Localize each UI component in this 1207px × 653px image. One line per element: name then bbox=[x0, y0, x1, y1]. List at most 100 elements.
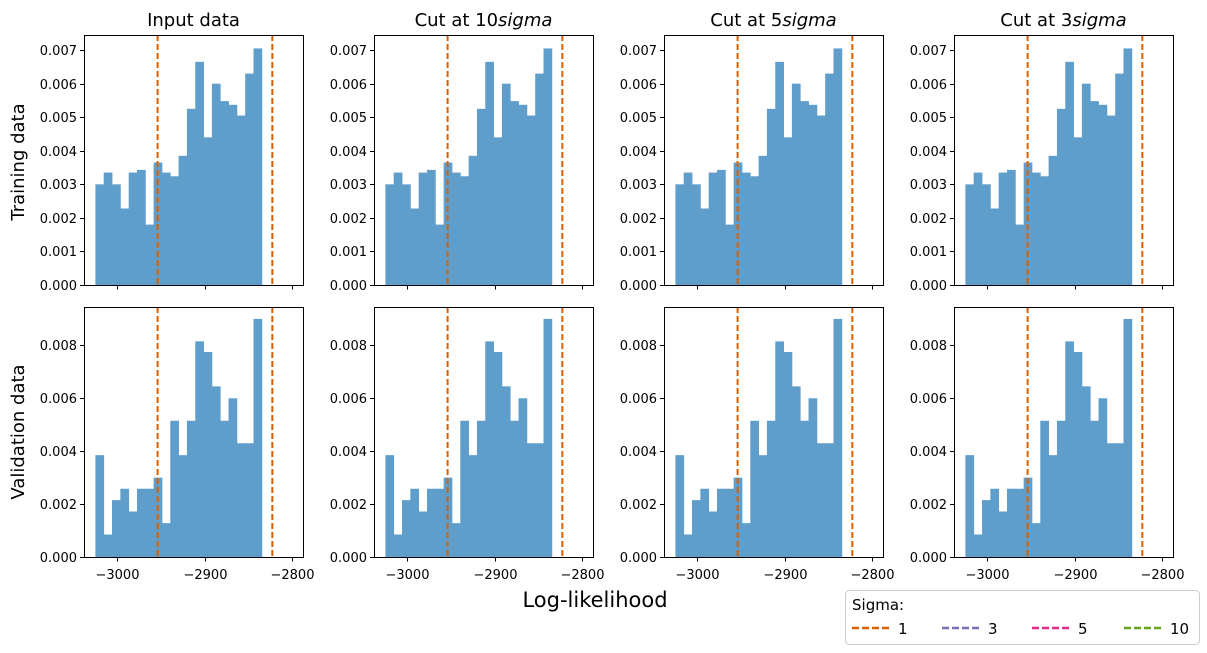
panel-validation-3: 0.000 0.002 0.004 0.006 0.008 −3000 −2900 −2800 bbox=[620, 307, 894, 583]
histogram-bar bbox=[816, 115, 826, 285]
histogram-bar bbox=[708, 511, 718, 557]
y-tick-label: 0.007 bbox=[910, 44, 947, 59]
histogram-bar bbox=[128, 172, 138, 285]
histogram-bar bbox=[833, 48, 843, 285]
y-tick-label: 0.003 bbox=[620, 178, 657, 193]
panel-training-1: 0.000 0.001 0.002 0.003 0.004 0.005 0.006 0.007… bbox=[40, 10, 304, 294]
histogram-bar bbox=[112, 184, 121, 285]
histogram-bar bbox=[410, 488, 420, 557]
panel-title-math: sigma bbox=[782, 10, 836, 31]
y-tick-label: 0.000 bbox=[40, 279, 77, 294]
histogram-bar bbox=[965, 184, 975, 285]
histogram-bar bbox=[120, 488, 130, 557]
panel-title-math: sigma bbox=[498, 10, 552, 31]
panel-title-math: sigma bbox=[1072, 10, 1126, 31]
y-tick-label: 0.006 bbox=[620, 78, 657, 93]
histogram-bar bbox=[1056, 420, 1066, 557]
histogram-bar bbox=[766, 108, 776, 285]
panel-validation-4: 0.000 0.002 0.004 0.006 0.008 −3000 −2900 −2800 bbox=[910, 307, 1184, 583]
histogram-bar bbox=[758, 155, 768, 285]
legend-label-1: 1 bbox=[898, 620, 908, 638]
y-tick-label: 0.004 bbox=[620, 145, 657, 160]
histogram-bar bbox=[1015, 224, 1025, 285]
histogram-bar bbox=[1073, 137, 1083, 285]
histogram-bar bbox=[725, 488, 735, 557]
axes-frame bbox=[374, 307, 594, 558]
histogram-bar bbox=[195, 341, 204, 557]
histogram-bar bbox=[161, 523, 171, 557]
histogram-bar bbox=[1123, 48, 1133, 285]
x-tick-label: −3000 bbox=[386, 568, 430, 583]
histogram-bar bbox=[716, 169, 726, 285]
histogram-bar bbox=[186, 420, 196, 557]
histogram-bar bbox=[1040, 420, 1050, 557]
histogram-bar bbox=[683, 172, 693, 285]
y-tick-label: 0.005 bbox=[40, 111, 77, 126]
panel-title-text: Cut at 3 bbox=[1000, 10, 1072, 31]
x-tick-label: −2800 bbox=[271, 568, 315, 583]
x-tick-label: −3000 bbox=[676, 568, 720, 583]
histogram-bar bbox=[485, 341, 494, 557]
x-tick-label: −2900 bbox=[1054, 568, 1098, 583]
axes-frame bbox=[374, 35, 594, 286]
x-axis-label: Log-likelihood bbox=[522, 588, 667, 612]
axes-frame bbox=[664, 307, 884, 558]
y-tick-label: 0.006 bbox=[330, 78, 367, 93]
histogram-bar bbox=[683, 534, 693, 557]
y-tick-label: 0.001 bbox=[620, 245, 657, 260]
y-tick-label: 0.002 bbox=[910, 498, 947, 513]
histogram-bar bbox=[476, 420, 486, 557]
histogram-bar bbox=[103, 172, 113, 285]
histogram-bar bbox=[526, 443, 536, 557]
histogram-bar bbox=[708, 172, 718, 285]
panel-training-4: 0.000 0.001 0.002 0.003 0.004 0.005 0.006 0.007… bbox=[910, 10, 1174, 294]
y-tick-label: 0.002 bbox=[330, 498, 367, 513]
histogram-bar bbox=[443, 162, 453, 285]
panel-validation-2: 0.000 0.002 0.004 0.006 0.008 −3000 −2900 −2800 bbox=[330, 307, 604, 583]
histogram-bar bbox=[418, 172, 428, 285]
histogram-bar bbox=[535, 73, 544, 285]
histogram-bar bbox=[460, 420, 470, 557]
histogram-bar bbox=[700, 488, 710, 557]
y-tick-label: 0.005 bbox=[620, 111, 657, 126]
panel-training-3: 0.000 0.001 0.002 0.003 0.004 0.005 0.006 0.007… bbox=[620, 10, 884, 294]
histogram-bar bbox=[1106, 443, 1116, 557]
histogram-bar bbox=[1106, 115, 1116, 285]
y-tick-label: 0.004 bbox=[40, 445, 77, 460]
histogram-bar bbox=[1115, 443, 1124, 557]
histogram-bar bbox=[675, 455, 685, 557]
y-tick-label: 0.001 bbox=[40, 245, 77, 260]
histogram-bar bbox=[518, 398, 528, 557]
histogram-bar bbox=[825, 443, 834, 557]
histogram-bar bbox=[741, 172, 751, 285]
histogram-bar bbox=[1023, 162, 1033, 285]
histogram-bar bbox=[136, 169, 146, 285]
histogram-bar bbox=[1065, 341, 1074, 557]
y-tick-label: 0.000 bbox=[330, 279, 367, 294]
histogram-bar bbox=[451, 172, 461, 285]
histogram-bar bbox=[178, 455, 188, 557]
histogram-bar bbox=[410, 208, 420, 285]
histogram-bar bbox=[385, 455, 395, 557]
y-tick-label: 0.000 bbox=[620, 551, 657, 566]
histogram-bar bbox=[800, 420, 809, 557]
y-tick-label: 0.002 bbox=[330, 212, 367, 227]
histogram-bar bbox=[510, 101, 519, 285]
histogram-bar bbox=[1090, 420, 1099, 557]
y-tick-label: 0.003 bbox=[330, 178, 367, 193]
histogram-bar bbox=[1006, 169, 1016, 285]
y-tick-label: 0.005 bbox=[330, 111, 367, 126]
y-tick-label: 0.008 bbox=[330, 339, 367, 354]
histogram-bar bbox=[1048, 455, 1058, 557]
histogram-bar bbox=[750, 420, 760, 557]
histogram-bar bbox=[1040, 176, 1050, 285]
histogram-bar bbox=[203, 351, 213, 557]
histogram-bar bbox=[791, 83, 801, 285]
axes-frame bbox=[954, 35, 1174, 286]
histogram-bar bbox=[468, 455, 478, 557]
histogram-bar bbox=[186, 108, 196, 285]
y-tick-label: 0.008 bbox=[40, 339, 77, 354]
histogram-bar bbox=[220, 420, 229, 557]
histogram-bar bbox=[145, 488, 155, 557]
